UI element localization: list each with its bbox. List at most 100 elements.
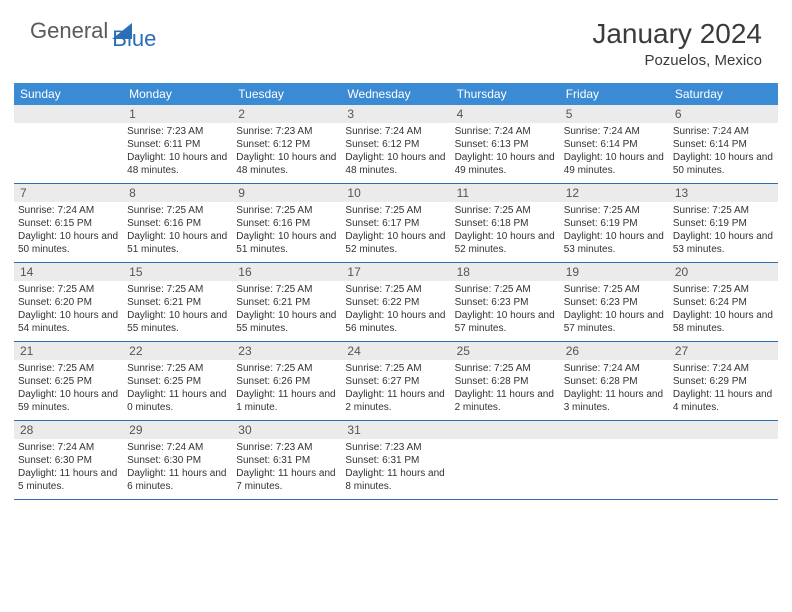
daylight-line: Daylight: 11 hours and 2 minutes. [455, 388, 556, 414]
day-cell: Sunrise: 7:25 AMSunset: 6:23 PMDaylight:… [560, 281, 669, 341]
header: General Blue January 2024 Pozuelos, Mexi… [0, 0, 792, 77]
day-number: 12 [560, 184, 669, 202]
day-number: 15 [123, 263, 232, 281]
sunrise-line: Sunrise: 7:24 AM [18, 204, 119, 217]
sunrise-line: Sunrise: 7:25 AM [345, 362, 446, 375]
sunrise-line: Sunrise: 7:25 AM [127, 204, 228, 217]
daylight-line: Daylight: 10 hours and 55 minutes. [127, 309, 228, 335]
sunset-line: Sunset: 6:28 PM [564, 375, 665, 388]
weekday-label: Tuesday [232, 83, 341, 105]
sunrise-line: Sunrise: 7:24 AM [345, 125, 446, 138]
weekday-label: Monday [123, 83, 232, 105]
logo: General Blue [30, 18, 180, 44]
sunset-line: Sunset: 6:30 PM [127, 454, 228, 467]
daynum-row: 14151617181920 [14, 263, 778, 281]
daylight-line: Daylight: 11 hours and 0 minutes. [127, 388, 228, 414]
day-cell: Sunrise: 7:25 AMSunset: 6:20 PMDaylight:… [14, 281, 123, 341]
day-number: 5 [560, 105, 669, 123]
sunset-line: Sunset: 6:12 PM [236, 138, 337, 151]
daylight-line: Daylight: 11 hours and 2 minutes. [345, 388, 446, 414]
daylight-line: Daylight: 10 hours and 50 minutes. [18, 230, 119, 256]
day-number: 2 [232, 105, 341, 123]
daylight-line: Daylight: 10 hours and 49 minutes. [455, 151, 556, 177]
daylight-line: Daylight: 10 hours and 48 minutes. [345, 151, 446, 177]
weekday-label: Saturday [669, 83, 778, 105]
day-cell: Sunrise: 7:23 AMSunset: 6:31 PMDaylight:… [232, 439, 341, 499]
day-number: 26 [560, 342, 669, 360]
sunrise-line: Sunrise: 7:25 AM [564, 283, 665, 296]
sunrise-line: Sunrise: 7:25 AM [455, 204, 556, 217]
daylight-line: Daylight: 11 hours and 5 minutes. [18, 467, 119, 493]
sunrise-line: Sunrise: 7:24 AM [673, 125, 774, 138]
sunset-line: Sunset: 6:28 PM [455, 375, 556, 388]
daylight-line: Daylight: 10 hours and 57 minutes. [455, 309, 556, 335]
day-number: 9 [232, 184, 341, 202]
sunset-line: Sunset: 6:19 PM [673, 217, 774, 230]
day-cell: Sunrise: 7:23 AMSunset: 6:31 PMDaylight:… [341, 439, 450, 499]
sunrise-line: Sunrise: 7:25 AM [345, 204, 446, 217]
week-row: Sunrise: 7:24 AMSunset: 6:15 PMDaylight:… [14, 202, 778, 263]
day-cell [14, 123, 123, 183]
sunset-line: Sunset: 6:13 PM [455, 138, 556, 151]
day-cell: Sunrise: 7:24 AMSunset: 6:12 PMDaylight:… [341, 123, 450, 183]
daylight-line: Daylight: 10 hours and 54 minutes. [18, 309, 119, 335]
sunset-line: Sunset: 6:25 PM [127, 375, 228, 388]
day-number: 17 [341, 263, 450, 281]
week-row: Sunrise: 7:25 AMSunset: 6:20 PMDaylight:… [14, 281, 778, 342]
calendar: SundayMondayTuesdayWednesdayThursdayFrid… [14, 83, 778, 500]
sunrise-line: Sunrise: 7:25 AM [18, 362, 119, 375]
day-cell: Sunrise: 7:25 AMSunset: 6:21 PMDaylight:… [232, 281, 341, 341]
sunrise-line: Sunrise: 7:23 AM [236, 441, 337, 454]
day-cell [669, 439, 778, 499]
sunset-line: Sunset: 6:19 PM [564, 217, 665, 230]
day-cell: Sunrise: 7:24 AMSunset: 6:14 PMDaylight:… [560, 123, 669, 183]
sunset-line: Sunset: 6:12 PM [345, 138, 446, 151]
weekday-label: Thursday [451, 83, 560, 105]
sunset-line: Sunset: 6:26 PM [236, 375, 337, 388]
day-number: 6 [669, 105, 778, 123]
day-cell: Sunrise: 7:25 AMSunset: 6:25 PMDaylight:… [14, 360, 123, 420]
daylight-line: Daylight: 11 hours and 1 minute. [236, 388, 337, 414]
day-cell: Sunrise: 7:24 AMSunset: 6:30 PMDaylight:… [123, 439, 232, 499]
sunset-line: Sunset: 6:16 PM [127, 217, 228, 230]
day-number [560, 421, 669, 439]
daylight-line: Daylight: 10 hours and 48 minutes. [236, 151, 337, 177]
daylight-line: Daylight: 11 hours and 8 minutes. [345, 467, 446, 493]
daynum-row: 123456 [14, 105, 778, 123]
sunrise-line: Sunrise: 7:25 AM [455, 362, 556, 375]
day-cell: Sunrise: 7:25 AMSunset: 6:17 PMDaylight:… [341, 202, 450, 262]
day-cell [451, 439, 560, 499]
day-cell: Sunrise: 7:25 AMSunset: 6:25 PMDaylight:… [123, 360, 232, 420]
sunset-line: Sunset: 6:17 PM [345, 217, 446, 230]
day-cell [560, 439, 669, 499]
weekday-label: Wednesday [341, 83, 450, 105]
sunrise-line: Sunrise: 7:25 AM [673, 204, 774, 217]
logo-text-general: General [30, 18, 108, 44]
sunrise-line: Sunrise: 7:25 AM [345, 283, 446, 296]
daylight-line: Daylight: 10 hours and 52 minutes. [345, 230, 446, 256]
day-number: 1 [123, 105, 232, 123]
day-cell: Sunrise: 7:25 AMSunset: 6:16 PMDaylight:… [232, 202, 341, 262]
day-cell: Sunrise: 7:25 AMSunset: 6:21 PMDaylight:… [123, 281, 232, 341]
day-number: 31 [341, 421, 450, 439]
day-number: 23 [232, 342, 341, 360]
day-cell: Sunrise: 7:24 AMSunset: 6:29 PMDaylight:… [669, 360, 778, 420]
day-cell: Sunrise: 7:24 AMSunset: 6:28 PMDaylight:… [560, 360, 669, 420]
week-row: Sunrise: 7:24 AMSunset: 6:30 PMDaylight:… [14, 439, 778, 500]
sunrise-line: Sunrise: 7:25 AM [564, 204, 665, 217]
daylight-line: Daylight: 10 hours and 50 minutes. [673, 151, 774, 177]
daylight-line: Daylight: 10 hours and 51 minutes. [236, 230, 337, 256]
sunset-line: Sunset: 6:23 PM [564, 296, 665, 309]
day-cell: Sunrise: 7:24 AMSunset: 6:30 PMDaylight:… [14, 439, 123, 499]
sunset-line: Sunset: 6:30 PM [18, 454, 119, 467]
sunrise-line: Sunrise: 7:23 AM [345, 441, 446, 454]
sunrise-line: Sunrise: 7:24 AM [18, 441, 119, 454]
sunrise-line: Sunrise: 7:25 AM [127, 283, 228, 296]
day-number: 25 [451, 342, 560, 360]
day-cell: Sunrise: 7:25 AMSunset: 6:19 PMDaylight:… [560, 202, 669, 262]
sunset-line: Sunset: 6:21 PM [236, 296, 337, 309]
daylight-line: Daylight: 10 hours and 58 minutes. [673, 309, 774, 335]
sunset-line: Sunset: 6:31 PM [345, 454, 446, 467]
daylight-line: Daylight: 10 hours and 59 minutes. [18, 388, 119, 414]
day-number [14, 105, 123, 123]
